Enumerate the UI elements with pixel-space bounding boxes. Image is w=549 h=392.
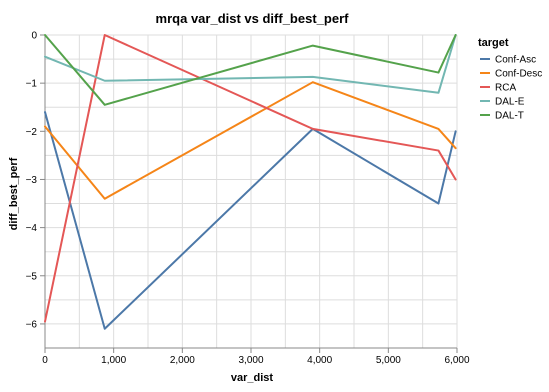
legend-label-conf-asc: Conf-Asc bbox=[495, 55, 536, 66]
legend-items: Conf-Asc Conf-Desc RCA DAL-E DAL-T bbox=[480, 55, 542, 122]
x-tick-label: 5,000 bbox=[376, 355, 401, 366]
legend-label-dal-e: DAL-E bbox=[495, 97, 525, 108]
x-tick-label: 1,000 bbox=[101, 355, 126, 366]
legend-label-dal-t: DAL-T bbox=[495, 111, 524, 122]
series-line-conf-desc bbox=[44, 81, 457, 200]
grid bbox=[44, 34, 458, 349]
y-tick-label: −4 bbox=[26, 223, 38, 234]
x-tick-label: 2,000 bbox=[170, 355, 195, 366]
series-line-conf-asc bbox=[44, 111, 457, 330]
legend-label-rca: RCA bbox=[495, 83, 516, 94]
legend-title: target bbox=[478, 37, 509, 49]
y-tick-label: −6 bbox=[26, 319, 38, 330]
x-tick-label: 3,000 bbox=[238, 355, 263, 366]
y-tick-label: −3 bbox=[26, 175, 38, 186]
y-tick-label: −5 bbox=[26, 271, 38, 282]
series-line-rca bbox=[44, 34, 457, 323]
legend: target Conf-Asc Conf-Desc RCA DAL-E DAL-T bbox=[478, 37, 542, 122]
series-line-dal-t bbox=[44, 34, 457, 106]
y-axis-title: diff_best_perf bbox=[8, 157, 20, 230]
series-line-dal-e bbox=[44, 34, 457, 94]
legend-label-conf-desc: Conf-Desc bbox=[495, 69, 542, 80]
y-tick-label: −2 bbox=[26, 127, 38, 138]
x-tick-label: 0 bbox=[42, 355, 48, 366]
x-axis-title: var_dist bbox=[231, 372, 274, 384]
y-tick-label: −1 bbox=[26, 79, 38, 90]
y-tick-label: 0 bbox=[31, 31, 37, 42]
axes: 0 1,000 2,000 3,000 4,000 5,000 6,000 0 −1 −2 −3 −4… bbox=[26, 31, 470, 367]
x-tick-label: 4,000 bbox=[307, 355, 332, 366]
series-lines bbox=[44, 34, 457, 330]
chart-title: mrqa var_dist vs diff_best_perf bbox=[156, 11, 350, 26]
x-tick-label: 6,000 bbox=[444, 355, 469, 366]
